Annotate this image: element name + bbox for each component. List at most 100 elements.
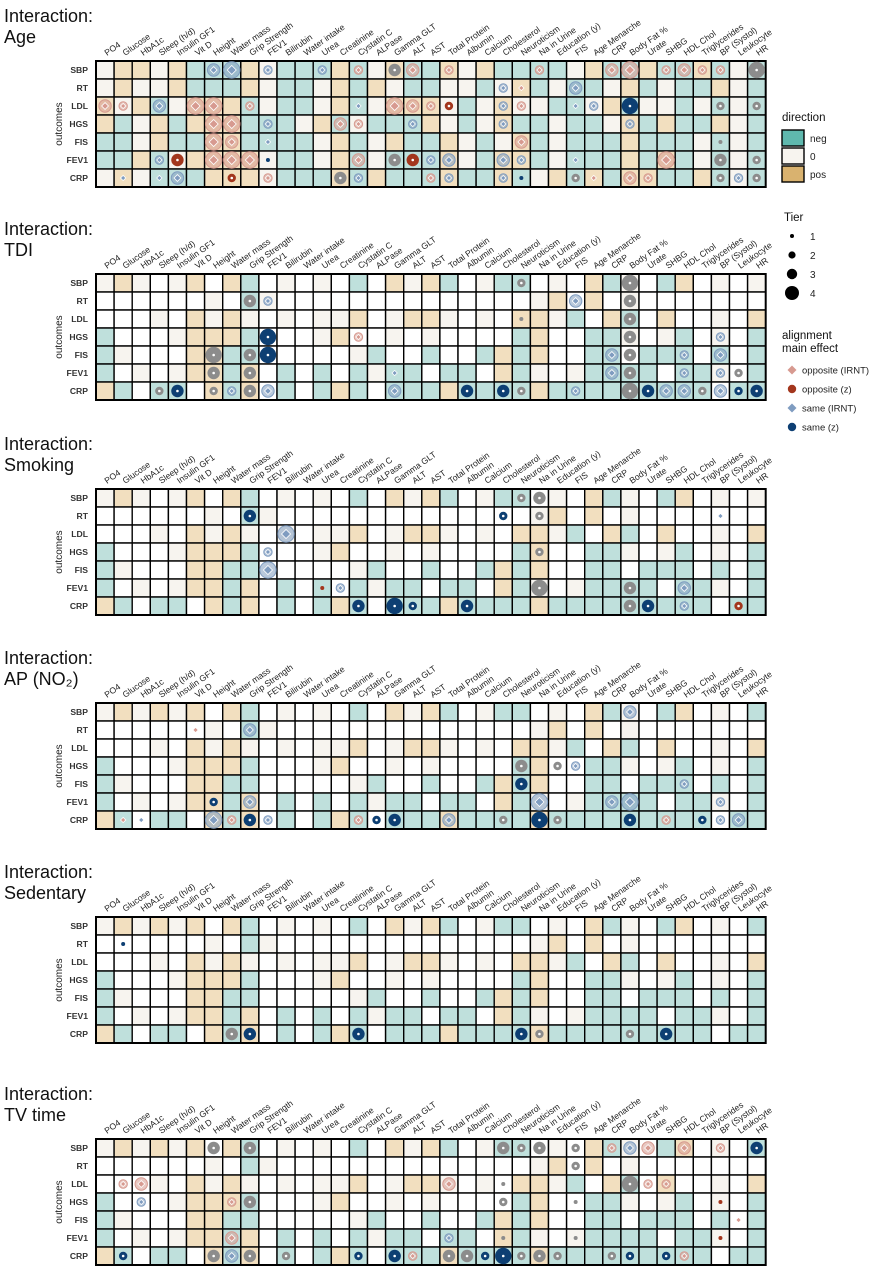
cell-rt-grip-strength (240, 78, 260, 98)
cell-rt-hba1c (131, 78, 151, 98)
cell-rt-leukocyte (728, 934, 749, 954)
cell-fis-hba1c (131, 988, 151, 1008)
y-axis-title: outcomes (54, 530, 65, 573)
cell-rt-albumin (457, 506, 477, 526)
cell-sbp-leukocyte (728, 916, 749, 936)
cell-crp-hr (746, 810, 767, 830)
cell-ldl-water-intake (294, 309, 314, 329)
cell-fev1-urea (312, 363, 333, 383)
cell-hgs-water-mass (221, 970, 242, 990)
cell-fev1-alt (403, 792, 423, 812)
cell-ldl-triglycerides (692, 738, 713, 758)
cell-rt-bilirubin (276, 934, 296, 954)
mark-ldl-body-fat (621, 1175, 639, 1193)
mark-core (357, 1032, 360, 1036)
cell-crp-na-in-urine (529, 168, 550, 188)
mark-crp-urate (641, 384, 655, 398)
mark-core (176, 389, 179, 393)
cell-fis-shbg (656, 774, 676, 794)
mark-core (284, 1254, 288, 1258)
cell-fis-triglycerides (692, 560, 713, 580)
mark-diamond (390, 387, 399, 395)
cell-fev1-insulin-gf1 (167, 363, 188, 383)
mark-core (501, 1200, 505, 1204)
mark-core (266, 335, 270, 339)
cell-fis-na-in-urine (529, 132, 550, 152)
cell-sbp-gamma-glt (384, 916, 405, 936)
cell-ldl-calcium (475, 96, 495, 116)
cell-crp-alpase (366, 168, 387, 188)
mark-diamond (192, 726, 199, 734)
cell-fis-bp-systol (710, 774, 731, 794)
cell-hgs-triglycerides (692, 542, 713, 562)
mark-crp-calcium (480, 1251, 490, 1261)
cell-fis-sleep-h-d (149, 988, 170, 1008)
cell-hgs-po4 (95, 970, 115, 990)
legend-tier-dot-2 (788, 251, 796, 259)
cell-rt-alt (403, 1156, 423, 1176)
cell-crp-insulin-gf1 (167, 1024, 188, 1044)
cell-fev1-po4 (95, 792, 115, 812)
cell-ldl-urea (312, 524, 333, 544)
cell-crp-albumin (457, 168, 477, 188)
cell-hgs-education-y (547, 327, 568, 347)
mark-diamond (264, 174, 272, 182)
mark-hgs-cystatin-c (353, 119, 364, 129)
cell-ldl-creatinine (330, 524, 351, 544)
mark-crp-neuroticism (515, 1027, 528, 1041)
cell-fev1-cystatin-c (348, 1006, 369, 1026)
cell-fev1-education-y (547, 150, 568, 170)
cell-sbp-crp (602, 916, 622, 936)
mark-ldl-cholesterol (501, 1182, 506, 1186)
cell-crp-glucose (113, 596, 133, 616)
mark-crp-bilirubin (281, 1251, 291, 1261)
cell-ldl-fev1 (258, 96, 278, 116)
mark-diamond (354, 156, 363, 164)
mark-fev1-crp (605, 366, 619, 380)
cell-fev1-crp (602, 1006, 622, 1026)
cell-sbp-triglycerides (692, 488, 713, 508)
cell-sbp-insulin-gf1 (167, 1138, 188, 1158)
mark-core (628, 818, 632, 822)
cell-hgs-hdl-chol (674, 970, 695, 990)
cell-ldl-fev1 (258, 524, 278, 544)
cell-sbp-sleep-h-d (149, 60, 170, 80)
mark-diamond (517, 138, 526, 146)
cell-sbp-na-in-urine (529, 273, 550, 293)
mark-core (230, 1032, 234, 1036)
cell-hgs-water-intake (294, 756, 314, 776)
cell-fev1-albumin (457, 1006, 477, 1026)
heatmap-border (95, 1138, 767, 1266)
cell-ldl-albumin (457, 524, 477, 544)
cell-rt-creatinine (330, 934, 351, 954)
cell-fev1-gamma-glt (384, 1006, 405, 1026)
cell-fev1-grip-strength (240, 578, 260, 598)
cell-ldl-fis (565, 1174, 586, 1194)
cell-rt-alt (403, 78, 423, 98)
cell-fis-po4 (95, 988, 115, 1008)
cell-crp-triglycerides (692, 596, 713, 616)
cell-crp-creatinine (330, 810, 351, 830)
cell-fev1-alpase (366, 150, 387, 170)
legend-swatch-neg (781, 129, 805, 147)
cell-crp-po4 (95, 1246, 115, 1266)
mark-fev1-insulin-gf1 (171, 153, 184, 167)
cell-hgs-water-intake (294, 1192, 314, 1212)
cell-fis-ast (421, 345, 441, 365)
cell-crp-calcium (475, 1024, 495, 1044)
mark-core (248, 1254, 252, 1258)
mark-diamond (644, 174, 652, 182)
cell-hgs-urea (312, 114, 333, 134)
cell-hgs-total-protein (439, 327, 459, 347)
cell-rt-hr (746, 720, 767, 740)
cell-hgs-total-protein (439, 114, 459, 134)
cell-fis-height (203, 560, 224, 580)
mark-circle (718, 140, 723, 144)
mark-core (248, 299, 252, 303)
mark-crp-bp-systol (716, 173, 725, 183)
cell-hgs-bilirubin (276, 327, 296, 347)
cell-fev1-bilirubin (276, 363, 296, 383)
cell-sbp-neuroticism (511, 702, 532, 722)
cell-rt-sleep-h-d (149, 291, 170, 311)
cell-sbp-alpase (366, 702, 387, 722)
